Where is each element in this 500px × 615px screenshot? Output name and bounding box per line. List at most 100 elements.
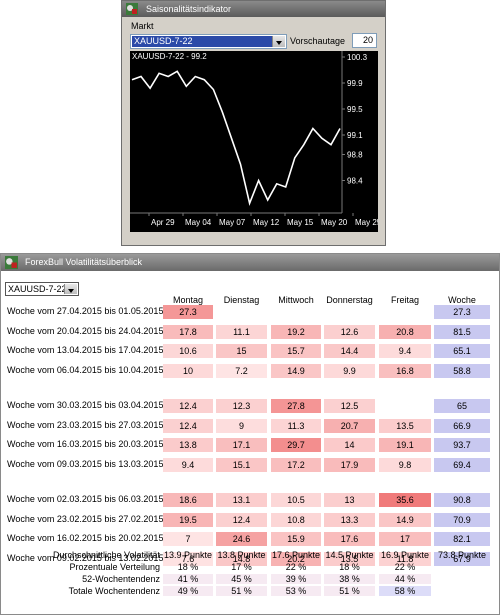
saisonalitaet-title: Saisonalitätsindikator — [146, 4, 232, 14]
week-total-cell: 67.9 — [434, 551, 490, 566]
day-value-cell — [379, 305, 431, 319]
day-value-cell: 20.7 — [324, 418, 375, 433]
chart-background — [130, 51, 378, 232]
y-tick-label: 98.4 — [347, 177, 363, 186]
day-value-cell: 17.1 — [216, 438, 267, 452]
summary-value: 13.8 Punkte — [217, 550, 266, 560]
day-value-cell: 15.9 — [271, 532, 321, 546]
summary-value: 49 % — [163, 586, 213, 596]
week-total-cell: 69.4 — [434, 457, 490, 472]
summary-value: 41 % — [163, 574, 213, 584]
volatility-title: ForexBull Volatilitätsüberblick — [25, 257, 143, 267]
day-value-cell: 13.5 — [379, 418, 431, 433]
week-total-cell: 58.8 — [434, 363, 490, 378]
day-value-cell: 24.6 — [216, 532, 267, 546]
x-tick-label: May 25 — [355, 218, 378, 227]
market-select-value: XAUUSD-7-22 — [132, 36, 273, 47]
seasonality-chart: XAUUSD-7-22 - 99.2 100.3 99.9 99.5 99.1 98.8… — [130, 51, 378, 232]
summary-value: 18 % — [177, 562, 199, 572]
summary-value: 39 % — [271, 574, 321, 584]
day-value-cell — [216, 305, 267, 319]
day-value-cell: 15.1 — [216, 457, 267, 472]
volatility-window: ForexBull Volatilitätsüberblick XAUUSD-7… — [0, 253, 500, 615]
market-select-2-value: XAUUSD-7-22 — [8, 284, 67, 294]
day-value-cell: 14 — [324, 438, 375, 452]
summary-value: 58 % — [379, 586, 431, 596]
week-row-label: Woche vom 16.03.2015 bis 20.03.2015 — [7, 439, 164, 449]
day-value-cell: 14.4 — [324, 344, 375, 358]
day-value-cell: 18.6 — [163, 493, 213, 507]
day-value-cell — [324, 305, 375, 319]
summary-label: Totale Wochentendenz — [68, 586, 160, 596]
day-value-cell: 7.2 — [216, 363, 267, 378]
week-row-label: Woche vom 30.03.2015 bis 03.04.2015 — [7, 400, 164, 410]
app-icon — [5, 256, 18, 269]
day-value-cell: 20.8 — [379, 324, 431, 339]
x-tick-label: May 15 — [287, 218, 314, 227]
day-value-cell: 10.8 — [271, 512, 321, 527]
day-value-cell: 17.6 — [324, 532, 375, 546]
day-value-cell — [379, 399, 431, 413]
summary-value: 22 % — [394, 562, 416, 572]
day-value-cell: 12.5 — [324, 399, 375, 413]
week-total-cell: 65 — [434, 399, 490, 413]
day-value-cell: 15.7 — [271, 344, 321, 358]
summary-label: Durchschnittliche Volatilität — [52, 550, 160, 560]
x-tick-label: May 20 — [321, 218, 348, 227]
summary-value: 18 % — [339, 562, 360, 572]
day-value-cell: 12.4 — [163, 418, 213, 433]
chevron-down-icon[interactable] — [64, 284, 77, 294]
day-value-cell: 13.5 — [324, 551, 375, 566]
y-tick-label: 99.5 — [347, 105, 363, 114]
market-select-2[interactable]: XAUUSD-7-22 — [5, 282, 79, 296]
chevron-down-icon[interactable] — [272, 36, 285, 47]
day-value-cell: 9 — [216, 418, 267, 433]
day-value-cell: 12.4 — [163, 399, 213, 413]
column-header: Montag — [172, 295, 204, 305]
day-value-cell: 13 — [324, 493, 375, 507]
week-total-cell: 90.8 — [434, 493, 490, 507]
day-value-cell: 9.4 — [379, 344, 431, 358]
volatility-titlebar[interactable]: ForexBull Volatilitätsüberblick — [1, 254, 499, 271]
column-header: Mittwoch — [278, 295, 314, 305]
summary-value: 17.6 Punkte — [271, 550, 321, 560]
summary-value: 17 % — [231, 562, 252, 572]
day-value-cell: 19.2 — [271, 324, 321, 339]
y-tick-label: 99.9 — [347, 79, 363, 88]
day-value-cell — [271, 305, 321, 319]
summary-value: 13.9 Punkte — [163, 550, 213, 560]
day-value-cell: 7 — [163, 532, 213, 546]
day-value-cell: 12.4 — [216, 512, 267, 527]
saisonalitaet-titlebar[interactable]: Saisonalitätsindikator — [122, 1, 385, 17]
y-tick-label: 99.1 — [347, 131, 363, 140]
summary-value: 14.5 Punkte — [325, 550, 374, 560]
day-value-cell: 9.4 — [163, 457, 213, 472]
summary-value: 73.8 Punkte — [437, 550, 487, 560]
vorschautage-label: Vorschautage — [290, 36, 346, 46]
summary-label: Prozentuale Verteilung — [69, 562, 160, 572]
day-value-cell: 13.1 — [216, 493, 267, 507]
day-value-cell: 7.6 — [163, 551, 213, 566]
week-row-label: Woche vom 06.04.2015 bis 10.04.2015 — [7, 364, 164, 375]
market-select[interactable]: XAUUSD-7-22 — [130, 34, 287, 49]
week-row-label: Woche vom 02.03.2015 bis 06.03.2015 — [7, 494, 164, 504]
markt-label: Markt — [131, 21, 154, 31]
day-value-cell: 10 — [163, 363, 213, 378]
day-value-cell: 11.1 — [216, 324, 267, 339]
week-row-label: Woche vom 23.03.2015 bis 27.03.2015 — [7, 419, 164, 430]
vorschautage-input[interactable]: 20 — [352, 33, 377, 48]
day-value-cell: 9.8 — [379, 457, 431, 472]
summary-value: 51 % — [324, 586, 375, 596]
column-header: Woche — [448, 295, 476, 305]
day-value-cell: 27.8 — [271, 399, 321, 413]
day-value-cell: 17.8 — [163, 324, 213, 339]
day-value-cell: 13.8 — [163, 438, 213, 452]
day-value-cell: 27.3 — [163, 305, 213, 319]
summary-value: 53 % — [271, 586, 321, 596]
day-value-cell: 17 — [379, 532, 431, 546]
summary-value: 44 % — [379, 574, 431, 584]
day-value-cell: 11.8 — [379, 551, 431, 566]
day-value-cell: 19.5 — [163, 512, 213, 527]
summary-value: 38 % — [324, 574, 375, 584]
summary-value: 22 % — [285, 562, 307, 572]
